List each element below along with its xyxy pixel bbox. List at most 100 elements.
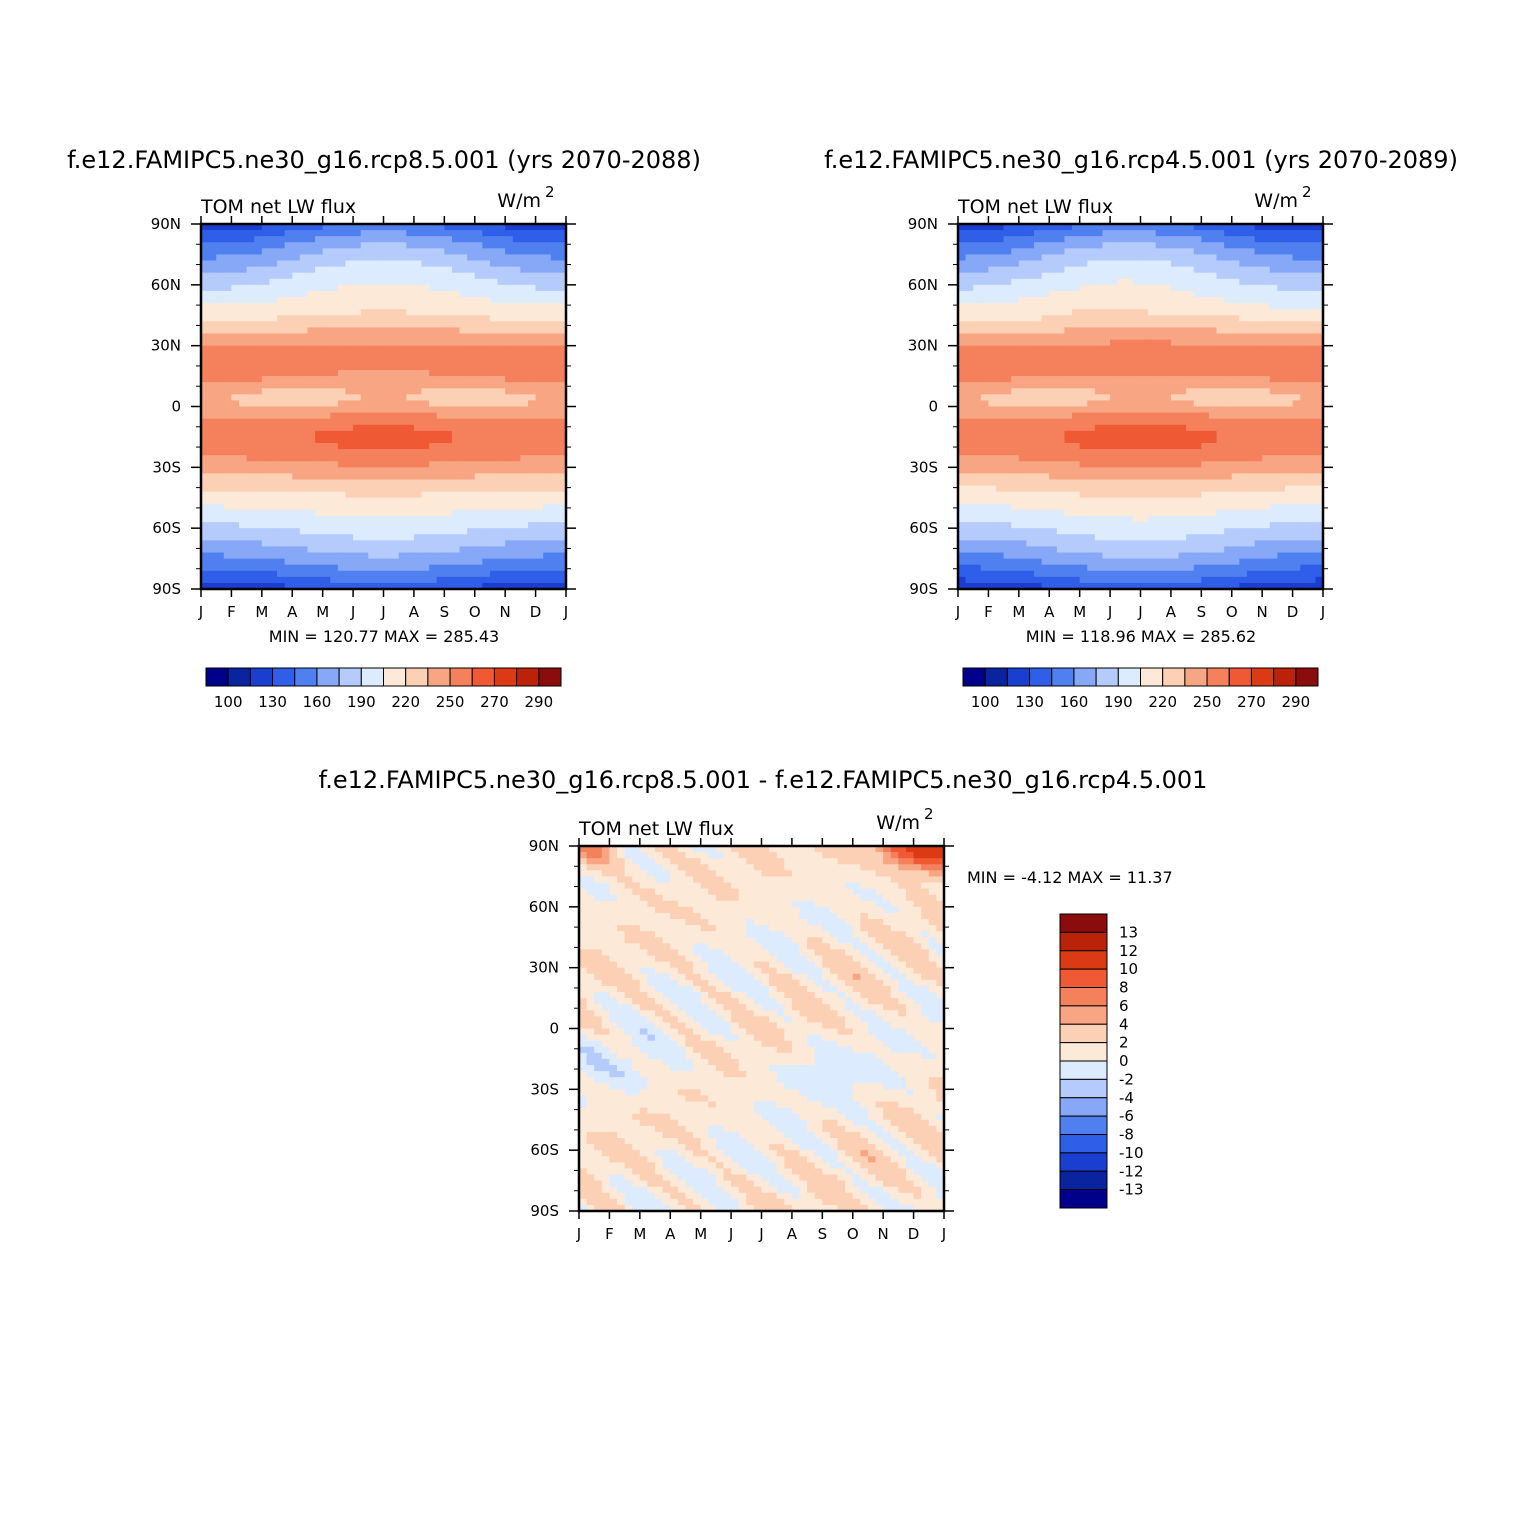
heatmap-cell: [1155, 272, 1164, 280]
heatmap-cell: [980, 272, 990, 280]
heatmap-cell: [1193, 430, 1202, 438]
heatmap-cell: [527, 351, 537, 359]
heatmap-cell: [444, 552, 453, 560]
heatmap-cell: [368, 497, 377, 505]
heatmap-cell: [1041, 236, 1050, 243]
heatmap-cell: [413, 497, 423, 505]
heatmap-cell: [1170, 491, 1180, 499]
heatmap-cell: [208, 461, 217, 468]
heatmap-cell: [223, 491, 233, 499]
heatmap-cell: [216, 230, 225, 237]
heatmap-cell: [527, 394, 537, 402]
heatmap-cell: [353, 552, 362, 560]
heatmap-cell: [284, 443, 293, 450]
heatmap-cell: [467, 230, 476, 237]
heatmap-cell: [201, 528, 210, 535]
heatmap-cell: [307, 357, 316, 365]
heatmap-cell: [1056, 315, 1066, 322]
heatmap-cell: [497, 266, 506, 274]
heatmap-cell: [1117, 528, 1126, 535]
heatmap-cell: [1064, 254, 1073, 262]
heatmap-cell: [980, 388, 990, 395]
heatmap-cell: [1064, 224, 1073, 231]
heatmap-cell: [375, 327, 385, 335]
heatmap-cell: [459, 473, 468, 481]
heatmap-cell: [406, 473, 415, 481]
heatmap-cell: [1193, 236, 1202, 243]
heatmap-cell: [413, 564, 423, 572]
heatmap-cell: [482, 266, 491, 274]
heatmap-cell: [353, 576, 362, 584]
heatmap-cell: [535, 272, 544, 280]
heatmap-cell: [1064, 400, 1073, 408]
heatmap-cell: [254, 485, 263, 493]
heatmap-cell: [1186, 509, 1195, 517]
heatmap-cell: [451, 284, 461, 292]
heatmap-cell: [1155, 424, 1164, 432]
heatmap-cell: [520, 582, 529, 589]
heatmap-cell: [1155, 400, 1164, 408]
heatmap-cell: [1201, 242, 1210, 249]
heatmap-cell: [1110, 418, 1119, 426]
heatmap-cell: [1110, 491, 1119, 499]
heatmap-cell: [231, 303, 240, 310]
heatmap-cell: [1034, 564, 1043, 572]
heatmap-cell: [277, 418, 286, 426]
heatmap-cell: [1140, 570, 1149, 578]
heatmap-cell: [239, 534, 248, 541]
heatmap-cell: [315, 327, 324, 335]
heatmap-cell: [467, 503, 476, 511]
heatmap-cell: [1186, 406, 1195, 414]
heatmap-cell: [482, 388, 491, 395]
heatmap-cell: [413, 503, 423, 511]
heatmap-cell: [307, 388, 316, 395]
heatmap-cell: [1201, 491, 1210, 499]
heatmap-cell: [527, 357, 537, 365]
heatmap-cell: [459, 509, 468, 517]
heatmap-cell: [246, 345, 255, 353]
heatmap-cell: [284, 351, 293, 359]
heatmap-cell: [345, 576, 354, 584]
heatmap-cell: [398, 516, 407, 523]
heatmap-cell: [958, 272, 967, 280]
heatmap-cell: [535, 546, 544, 554]
heatmap-cell: [467, 248, 476, 256]
heatmap-cell: [277, 461, 286, 468]
heatmap-cell: [489, 309, 499, 316]
heatmap-cell: [269, 485, 278, 493]
heatmap-cell: [444, 272, 453, 280]
heatmap-cell: [421, 388, 430, 395]
heatmap-cell: [284, 412, 293, 420]
heatmap-cell: [353, 424, 362, 432]
heatmap-cell: [330, 242, 339, 249]
heatmap-cell: [459, 558, 468, 566]
heatmap-cell: [543, 406, 552, 414]
heatmap-cell: [1102, 558, 1111, 566]
heatmap-cell: [223, 430, 233, 438]
heatmap-cell: [261, 260, 271, 268]
heatmap-cell: [1018, 449, 1028, 456]
heatmap-cell: [398, 430, 407, 438]
heatmap-cell: [216, 503, 225, 511]
heatmap-cell: [451, 339, 461, 347]
heatmap-cell: [322, 430, 331, 438]
heatmap-cell: [988, 254, 997, 262]
heatmap-cell: [292, 503, 301, 511]
heatmap-cell: [231, 297, 240, 304]
heatmap-cell: [965, 424, 974, 432]
heatmap-cell: [497, 582, 506, 589]
heatmap-cell: [1072, 455, 1081, 462]
heatmap-cell: [368, 461, 377, 468]
colorbar-swatch: [316, 667, 340, 687]
heatmap-cell: [505, 443, 514, 450]
heatmap-cell: [360, 357, 369, 365]
heatmap-cell: [391, 522, 400, 529]
heatmap-cell: [988, 327, 997, 335]
heatmap-cell: [1193, 388, 1202, 395]
heatmap-cell: [1193, 564, 1202, 572]
heatmap-cell: [512, 497, 521, 505]
heatmap-cell: [1201, 497, 1210, 505]
heatmap-cell: [216, 534, 225, 541]
heatmap-cell: [1072, 370, 1081, 377]
heatmap-cell: [1110, 552, 1119, 560]
